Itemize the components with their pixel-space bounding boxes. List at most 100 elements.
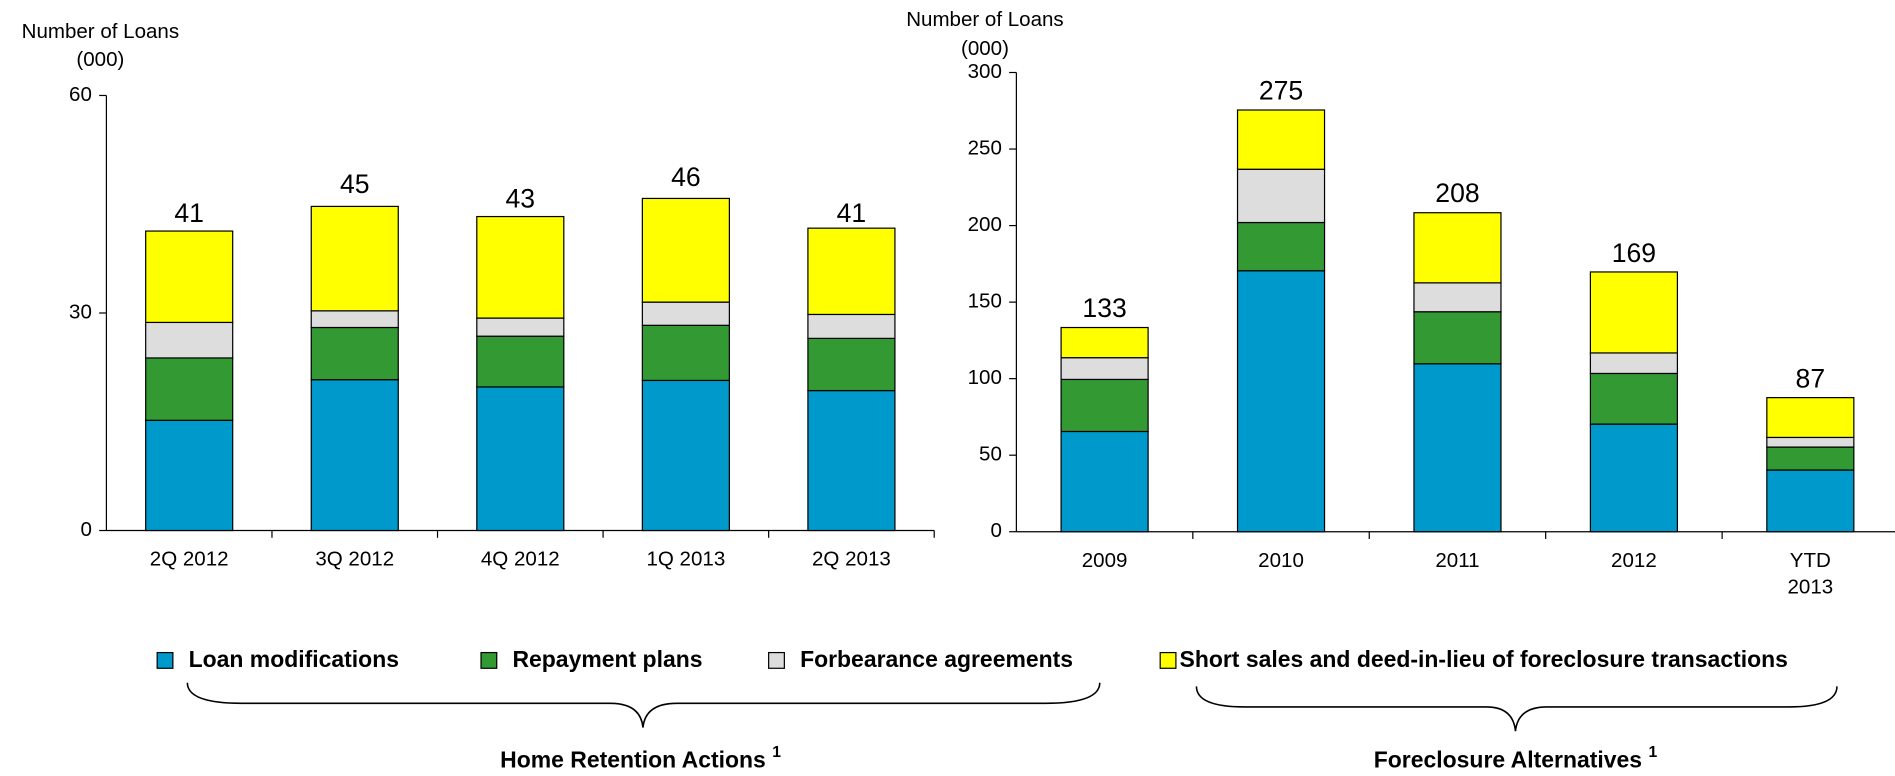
x-tick-label-box: 2Q 2013: [812, 547, 891, 571]
bar-segment: [1413, 311, 1502, 365]
bar-segment: [1060, 378, 1149, 433]
group-label-text: Foreclosure Alternatives: [1374, 746, 1642, 771]
bar-segment: [145, 419, 234, 532]
bar-segment: [476, 386, 565, 532]
bar-segment: [1589, 423, 1679, 533]
total-label: 46: [671, 162, 701, 192]
group-label-text: Home Retention Actions: [500, 746, 766, 771]
bar-segment: [476, 317, 565, 337]
bar-segment: [1589, 271, 1679, 354]
legend-label: Forbearance agreements: [800, 646, 1073, 672]
brace: [186, 682, 1101, 728]
bar-segment: [1766, 436, 1855, 448]
y-tick-label: 250: [968, 136, 1002, 159]
bar-segment: [145, 230, 234, 324]
bar-segment: [641, 197, 730, 303]
x-tick-label: 2012: [1611, 548, 1657, 572]
x-tick-label: 2Q 2013: [812, 547, 891, 571]
legend-swatch: [1159, 651, 1177, 669]
legend-swatch: [480, 651, 498, 669]
group-label: Home Retention Actions 1: [500, 744, 781, 771]
bar-segment: [1236, 270, 1326, 533]
x-tick-label: YTD 2013: [1787, 548, 1834, 599]
legend-swatch: [768, 651, 785, 669]
x-tick-label: 4Q 2012: [480, 547, 560, 571]
bar-segment: [1766, 397, 1855, 439]
bar-segment: [310, 310, 399, 329]
y-tick-label: 100: [968, 366, 1002, 389]
y-tick-label: 50: [979, 443, 1002, 466]
total-label: 45: [340, 169, 370, 199]
bar-segment: [476, 215, 565, 319]
bar-segment: [807, 389, 896, 532]
bar-segment: [476, 335, 565, 388]
bar-segment: [145, 357, 234, 421]
total-label: 133: [1082, 293, 1126, 323]
bar-segment: [1060, 326, 1149, 359]
footnote: 1: [772, 744, 781, 761]
y-axis-label: Number of Loans: [906, 8, 1064, 31]
bar-segment: [1236, 221, 1326, 272]
x-tick-label-box: 1Q 2013: [646, 547, 726, 571]
bar-segment: [1589, 372, 1679, 425]
y-tick-label: 150: [968, 290, 1002, 313]
x-tick-label: 2009: [1081, 548, 1128, 572]
brace: [1195, 686, 1838, 732]
x-tick-label: 3Q 2012: [315, 547, 395, 571]
total-label: 43: [506, 184, 536, 214]
x-tick-label-box: YTD 2013: [1787, 548, 1834, 599]
footnote: 1: [1648, 744, 1657, 761]
bar-segment: [1413, 282, 1502, 313]
x-tick-label: 1Q 2013: [646, 547, 726, 571]
x-tick-label-box: 2010: [1258, 548, 1304, 572]
bar-segment: [1413, 363, 1502, 533]
total-label: 169: [1612, 238, 1656, 268]
bar-segment: [807, 313, 896, 339]
total-label: 275: [1259, 76, 1303, 106]
x-tick-label: 2010: [1258, 548, 1304, 572]
y-tick-label: 0: [990, 519, 1001, 542]
legend-swatch: [156, 651, 174, 669]
bar-segment: [1236, 168, 1326, 224]
x-tick-label-box: 3Q 2012: [315, 547, 395, 571]
x-tick-label-box: 2012: [1611, 548, 1657, 572]
y-tick-label: 300: [968, 60, 1002, 83]
legend-label: Loan modifications: [189, 646, 399, 672]
y-axis-label: Number of Loans: [22, 20, 180, 43]
bar-segment: [641, 301, 730, 326]
total-label: 208: [1435, 178, 1479, 208]
bar-segment: [1589, 352, 1679, 375]
bar-segment: [1060, 430, 1149, 533]
total-label: 41: [837, 198, 867, 228]
y-tick-label: 30: [69, 300, 92, 323]
bar-segment: [1060, 357, 1149, 381]
y-axis-label: (000): [76, 48, 124, 71]
x-tick-label-box: 4Q 2012: [480, 547, 560, 571]
bar-segment: [641, 324, 730, 382]
bar-segment: [145, 321, 234, 359]
legend-label: Short sales and deed-in-lieu of foreclos…: [1180, 646, 1788, 672]
bar-segment: [1766, 446, 1855, 471]
total-label: 41: [174, 198, 204, 228]
x-tick-label-box: 2011: [1435, 548, 1480, 572]
x-tick-label-box: 2Q 2012: [149, 547, 229, 571]
group-label: Foreclosure Alternatives 1: [1374, 744, 1658, 771]
bar-segment: [310, 379, 399, 532]
bar-segment: [310, 326, 399, 381]
bar-segment: [807, 337, 896, 392]
x-tick-label-box: 2009: [1081, 548, 1128, 572]
x-tick-label: 2011: [1435, 548, 1480, 572]
y-tick-label: 0: [80, 518, 91, 541]
total-label: 87: [1796, 363, 1826, 393]
bar-segment: [1766, 469, 1855, 533]
x-tick-label: 2Q 2012: [149, 547, 229, 571]
bar-segment: [641, 379, 730, 532]
bar-segment: [807, 227, 896, 316]
y-axis-label: (000): [961, 37, 1009, 60]
bar-segment: [310, 205, 399, 312]
bar-segment: [1236, 109, 1326, 170]
legend-label: Repayment plans: [512, 646, 702, 672]
y-tick-label: 60: [69, 83, 92, 106]
y-tick-label: 200: [968, 213, 1002, 236]
